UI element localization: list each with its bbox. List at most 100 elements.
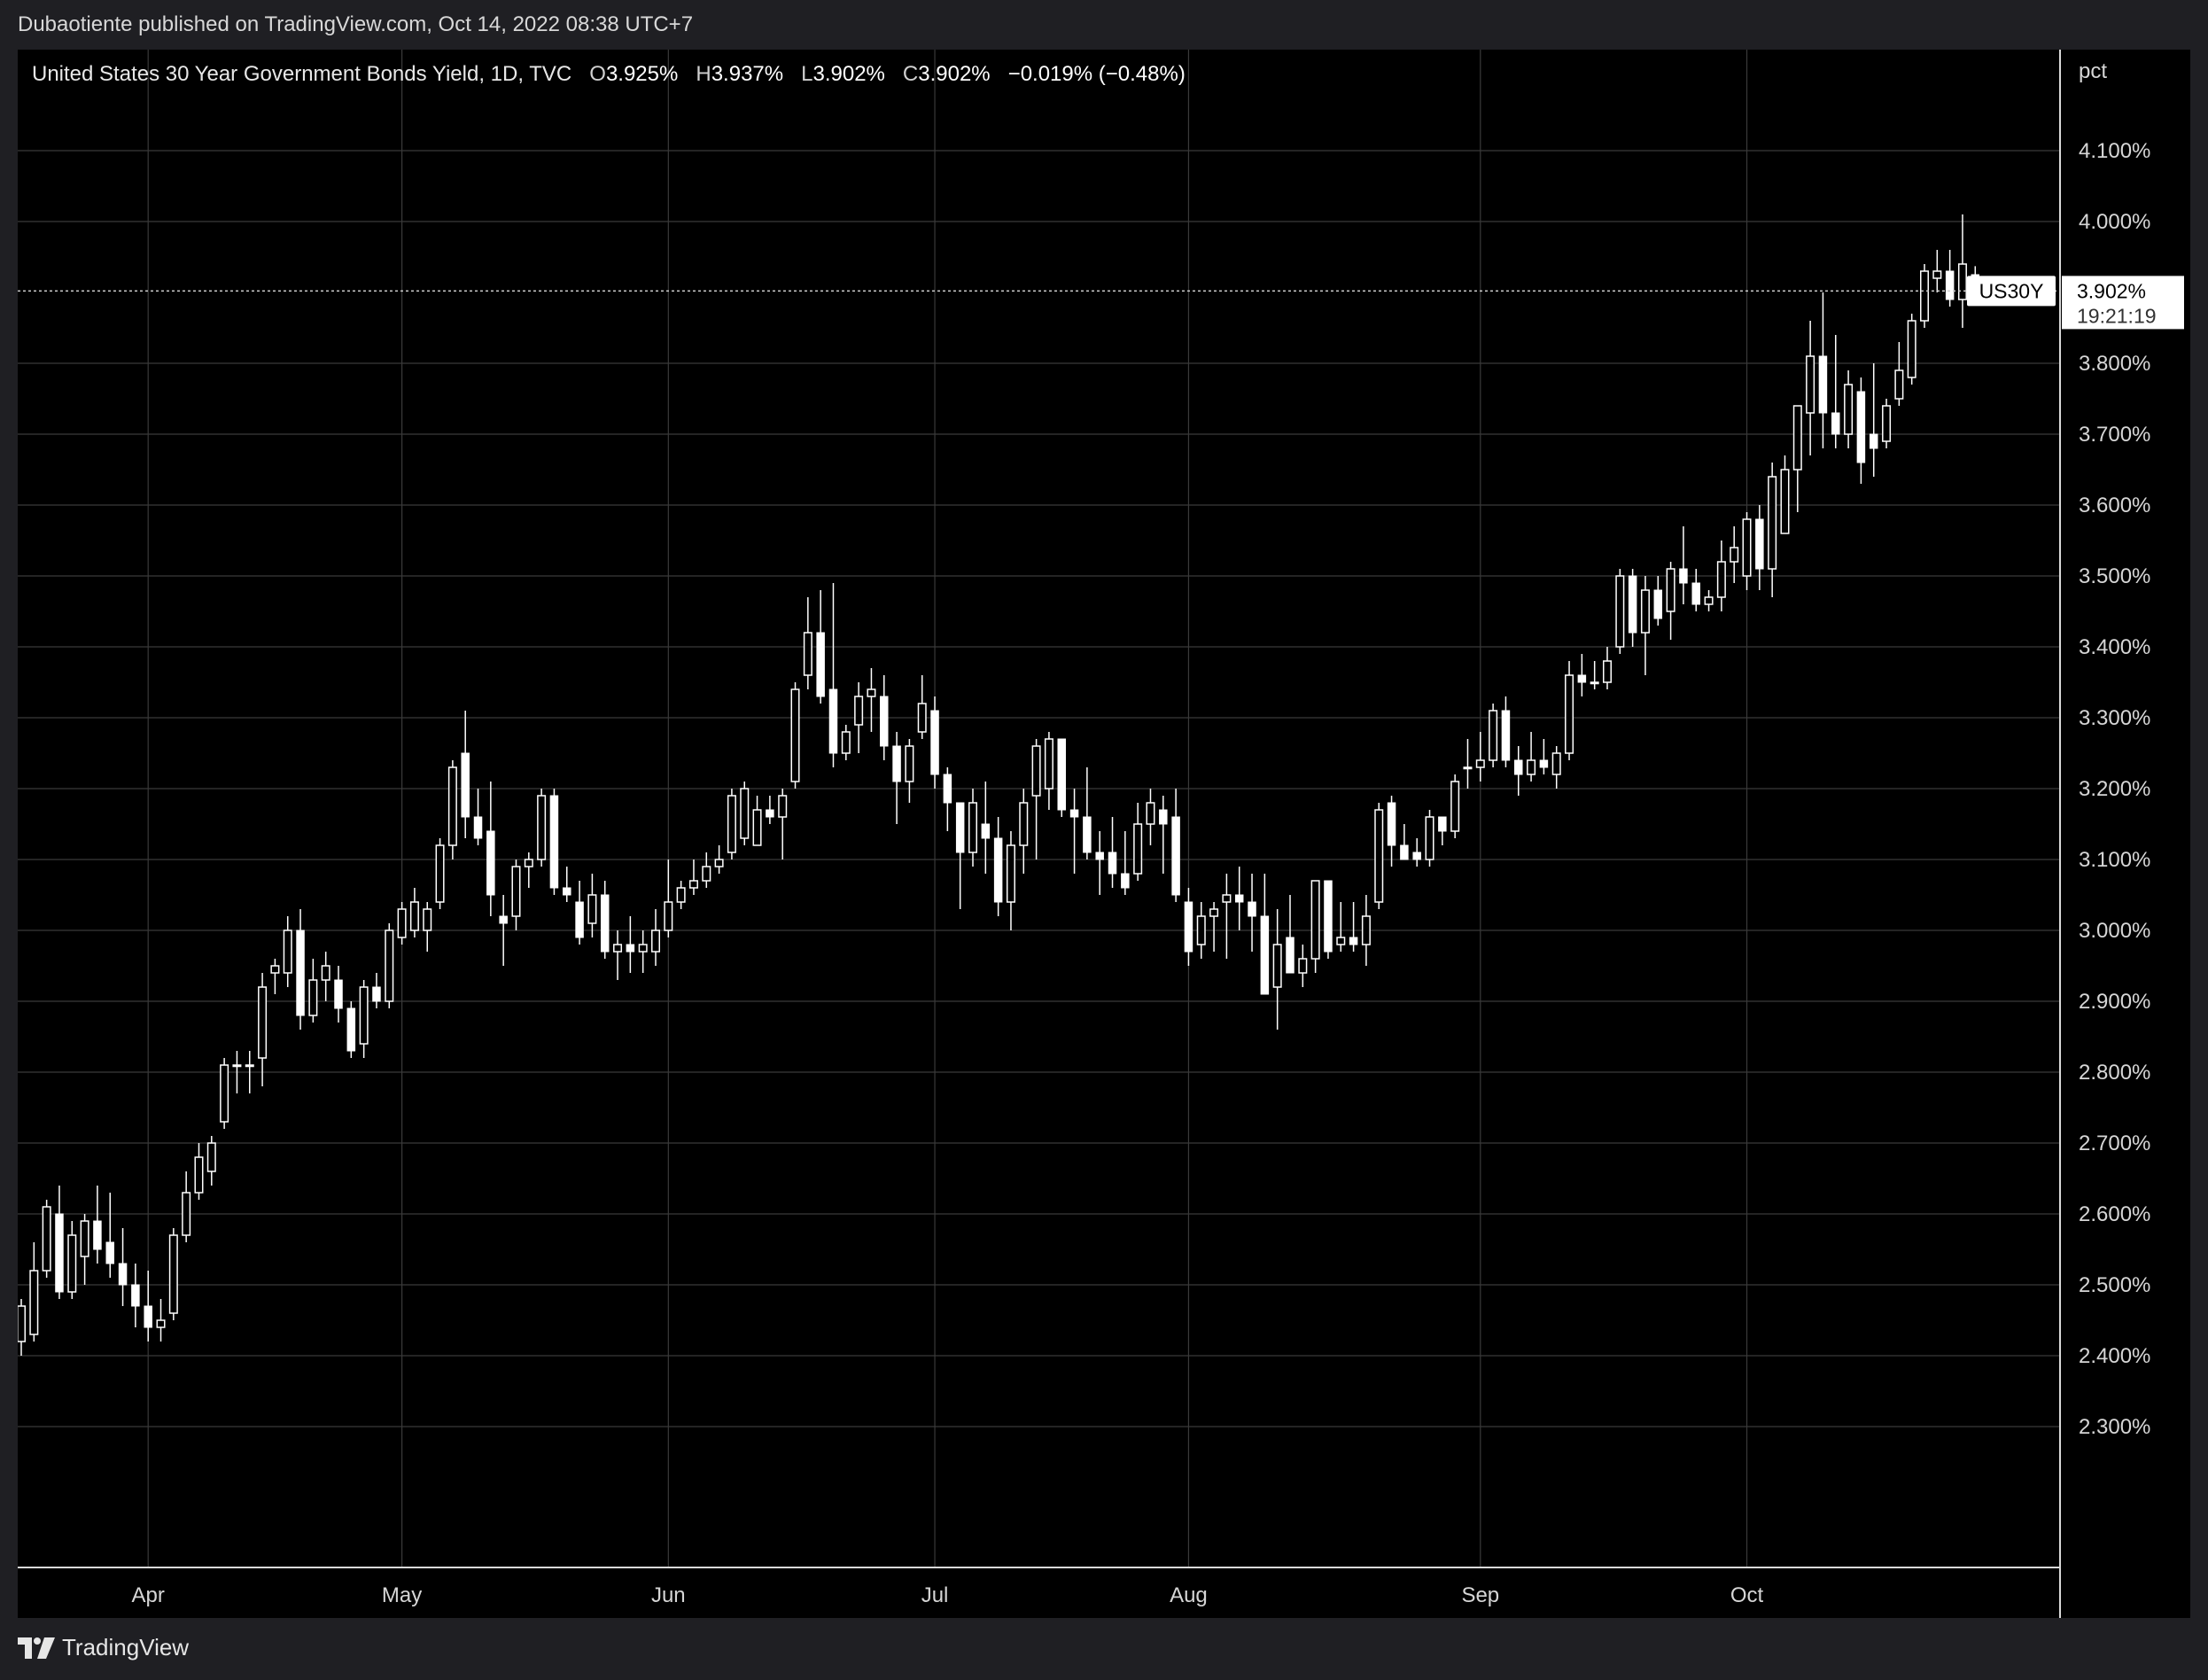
- y-tick-label: 4.100%: [2079, 139, 2150, 163]
- candle: [1095, 831, 1104, 895]
- candle: [156, 1299, 166, 1342]
- candle: [473, 789, 483, 845]
- candle: [1374, 803, 1384, 909]
- y-tick-label: 3.800%: [2079, 352, 2150, 376]
- candlestick-chart[interactable]: pct 4.100% 4.000% 3.800% 3.700% 3.600% 3.500%…: [18, 50, 2190, 1618]
- brand-footer[interactable]: TradingView: [18, 1634, 189, 1661]
- candle-body-down: [1412, 852, 1421, 860]
- y-tick-label: 4.000%: [2079, 210, 2150, 234]
- candle-body-down: [334, 979, 343, 1009]
- candle-body-down: [1755, 518, 1764, 570]
- candle: [688, 859, 698, 895]
- candle-body-up: [1006, 844, 1015, 903]
- candle: [1412, 838, 1421, 867]
- candle: [270, 959, 280, 994]
- candle-body-down: [93, 1220, 102, 1250]
- candle: [727, 789, 736, 859]
- candle-body-down: [1286, 937, 1294, 974]
- candle-body-down: [1869, 433, 1878, 449]
- y-tick-label: 2.800%: [2079, 1061, 2150, 1085]
- candle-body-down: [372, 986, 381, 1002]
- candle: [981, 782, 991, 874]
- candle: [1031, 739, 1041, 859]
- candle: [575, 881, 584, 945]
- candle-body-down: [1539, 759, 1549, 768]
- candle: [1349, 902, 1358, 952]
- x-tick-label: Sep: [1461, 1583, 1499, 1607]
- candle: [1792, 405, 1802, 512]
- candle: [537, 789, 547, 867]
- candle-body-down: [1069, 809, 1079, 818]
- top-bar: Dubaotiente published on TradingView.com…: [0, 0, 2208, 55]
- candle-body-up: [1551, 752, 1561, 775]
- candle-body-down: [131, 1284, 140, 1307]
- candle-body-up: [867, 688, 876, 697]
- candle: [1716, 541, 1726, 611]
- candle-body-up: [727, 795, 736, 853]
- candle: [1209, 902, 1219, 952]
- price-axis[interactable]: pct 4.100% 4.000% 3.800% 3.700% 3.600% 3.500%…: [2059, 50, 2150, 1618]
- candle-body-down: [1577, 674, 1587, 683]
- candle: [461, 711, 470, 838]
- time-axis[interactable]: Apr May Jun Jul Aug Sep Oct: [18, 1567, 2060, 1607]
- candle: [1489, 704, 1498, 767]
- candle: [1894, 342, 1904, 406]
- candle-body-up: [854, 696, 864, 726]
- candle: [600, 881, 610, 959]
- candle-body-up: [790, 688, 800, 782]
- candle: [1324, 880, 1333, 959]
- candle: [1831, 335, 1840, 448]
- candle-body-up: [270, 965, 280, 974]
- candle-body-up: [42, 1206, 51, 1272]
- candle: [880, 675, 889, 760]
- candle: [1248, 874, 1256, 952]
- candle: [105, 1193, 114, 1278]
- candle-body-down: [1349, 937, 1358, 945]
- candles[interactable]: [18, 214, 1980, 1356]
- candle: [1234, 867, 1244, 930]
- candle-body-down: [981, 823, 991, 839]
- candle: [1006, 831, 1015, 930]
- candle-body-down: [486, 830, 495, 896]
- candle-body-up: [1704, 596, 1714, 605]
- candle-body-up: [778, 795, 788, 818]
- candle-body-up: [194, 1156, 204, 1194]
- candle: [1679, 526, 1688, 604]
- candle-body-up: [714, 859, 724, 867]
- candle-body-down: [600, 894, 610, 953]
- candle-body-up: [1882, 405, 1892, 442]
- candle: [1768, 463, 1777, 597]
- candle: [752, 796, 762, 846]
- x-tick-label: Apr: [132, 1583, 165, 1607]
- candle: [232, 1051, 242, 1093]
- candle: [194, 1143, 204, 1200]
- candle: [93, 1186, 102, 1264]
- candle-body-up: [651, 929, 660, 953]
- candle-body-up: [1425, 816, 1434, 860]
- candle: [867, 668, 876, 732]
- candle: [385, 923, 394, 1008]
- candle: [1133, 803, 1143, 881]
- candle-body-up: [524, 859, 533, 867]
- candle: [359, 980, 369, 1058]
- candle-body-down: [1945, 270, 1955, 300]
- candle-body-down: [955, 802, 965, 853]
- candle-body-up: [1615, 575, 1625, 648]
- candle-body-up: [1450, 781, 1460, 832]
- bottom-bar: [0, 1618, 2208, 1680]
- candle: [1361, 895, 1371, 966]
- candle-body-up: [537, 795, 547, 860]
- candle: [80, 1214, 89, 1285]
- candle: [1551, 746, 1561, 789]
- symbol-description[interactable]: United States 30 Year Government Bonds Y…: [32, 62, 572, 86]
- candle-body-up: [664, 901, 673, 931]
- candle: [803, 597, 812, 689]
- symbol-legend[interactable]: United States 30 Year Government Bonds Y…: [32, 62, 1186, 87]
- candle-body-up: [409, 901, 419, 931]
- candle-body-down: [461, 752, 470, 818]
- candle: [766, 796, 774, 824]
- y-tick-label: 3.100%: [2079, 848, 2150, 872]
- candle: [1818, 292, 1828, 448]
- low-label: L: [801, 62, 813, 86]
- chart-area[interactable]: pct 4.100% 4.000% 3.800% 3.700% 3.600% 3.500%…: [18, 50, 2190, 1618]
